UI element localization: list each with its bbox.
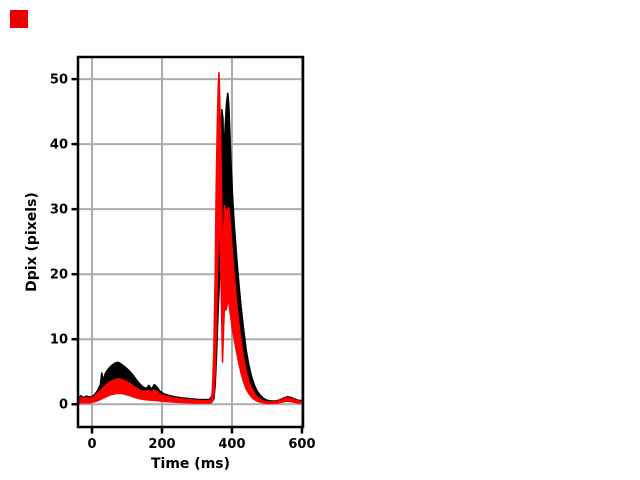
y-tick-label-50: 50 [50,73,68,88]
black-trace-band [77,92,303,404]
y-tick-label-20: 20 [50,268,68,283]
x-tick-label-600: 600 [288,437,315,452]
x-tick-label-400: 400 [218,437,245,452]
y-tick-label-0: 0 [59,398,68,413]
y-tick-label-40: 40 [50,138,68,153]
y-tick-label-30: 30 [50,203,68,218]
x-tick-label-200: 200 [148,437,175,452]
y-tick-label-10: 10 [50,333,68,348]
red-square-marker [10,10,28,28]
red-trace-band [77,71,303,405]
plot-border [76,55,305,429]
x-axis-label: Time (ms) [151,456,230,472]
y-axis-label: Dpix (pixels) [24,192,40,292]
x-tick-label-0: 0 [87,437,96,452]
